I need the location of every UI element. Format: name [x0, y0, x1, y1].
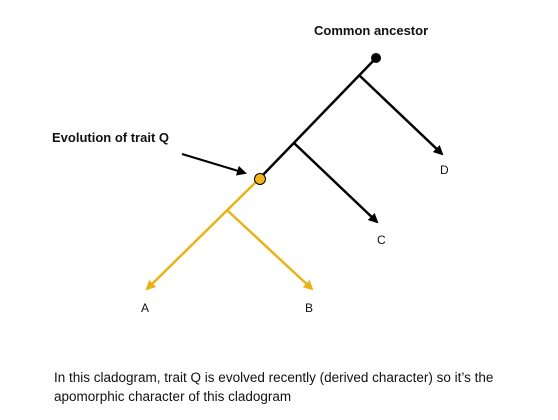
trait-q-label: Evolution of trait Q — [52, 130, 169, 145]
trait-pointer-arrow — [181, 153, 247, 176]
taxon-c-label: C — [377, 233, 386, 247]
branch-to-b — [227, 210, 314, 291]
caption: In this cladogram, trait Q is evolved re… — [54, 368, 549, 406]
common-ancestor-node — [371, 53, 381, 63]
trait-q-node — [254, 173, 266, 185]
taxon-a-label: A — [141, 301, 149, 315]
branch-to-c — [293, 142, 379, 224]
caption-line-2: apomorphic character of this cladogram — [54, 389, 292, 404]
taxon-d-label: D — [440, 163, 449, 177]
taxon-b-label: B — [305, 301, 313, 315]
branch-to-d — [359, 75, 444, 156]
common-ancestor-label: Common ancestor — [314, 23, 428, 38]
caption-line-1: In this cladogram, trait Q is evolved re… — [54, 370, 494, 385]
derived-stem — [145, 178, 260, 291]
main-trunk — [258, 57, 377, 180]
